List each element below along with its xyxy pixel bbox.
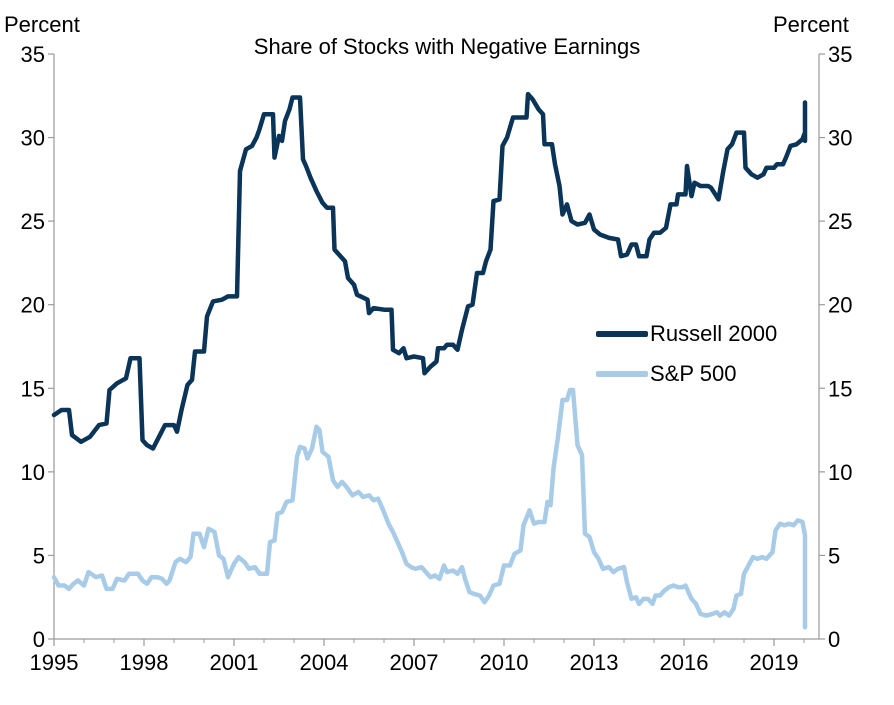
y-tick-label-right: 5	[828, 543, 840, 568]
y-tick-label-right: 20	[828, 293, 852, 318]
chart-axes	[53, 54, 820, 640]
y-tick-label-left: 15	[21, 376, 45, 401]
x-tick-label: 1995	[30, 650, 79, 675]
chart-legend: Russell 2000 S&P 500	[596, 321, 778, 402]
x-tick-label: 2013	[570, 650, 619, 675]
legend-item-sp-500: S&P 500	[596, 361, 777, 386]
x-tick-label: 2019	[750, 650, 799, 675]
legend-label-russell-2000: Russell 2000	[650, 321, 778, 346]
x-tick-label: 1998	[120, 650, 169, 675]
chart-title: Share of Stocks with Negative Earnings	[253, 34, 641, 59]
chart-ticks: 0 0 5 5 10 10 15 15 20 20 25 25 30 30 35 35 1995 1998 2001…	[21, 42, 853, 675]
y-tick-label-right: 10	[828, 460, 852, 485]
y-tick-label-right: 35	[828, 42, 852, 67]
legend-swatch-russell-2000	[596, 331, 648, 337]
x-tick-label: 2001	[210, 650, 259, 675]
y-tick-label-left: 30	[21, 126, 45, 151]
y-tick-label-left: 35	[21, 42, 45, 67]
x-tick-label: 2007	[390, 650, 439, 675]
y-axis-right-label: Percent	[773, 12, 849, 37]
y-tick-label-right: 15	[828, 376, 852, 401]
y-tick-label-left: 20	[21, 293, 45, 318]
series-line-russell-2000	[51, 91, 808, 451]
legend-item-russell-2000: Russell 2000	[596, 321, 778, 346]
y-tick-label-left: 0	[33, 627, 45, 652]
y-tick-label-right: 30	[828, 126, 852, 151]
y-tick-label-right: 25	[828, 209, 852, 234]
x-tick-label: 2010	[480, 650, 529, 675]
x-tick-label: 2016	[660, 650, 709, 675]
y-tick-label-left: 25	[21, 209, 45, 234]
y-tick-label-left: 5	[33, 543, 45, 568]
y-tick-label-left: 10	[21, 460, 45, 485]
y-axis-left-label: Percent	[4, 12, 80, 37]
x-tick-label: 2004	[300, 650, 349, 675]
y-tick-label-right: 0	[828, 627, 840, 652]
legend-swatch-sp-500	[596, 371, 648, 377]
series-line-s-p-500	[51, 387, 808, 630]
chart-series	[51, 91, 808, 630]
legend-label-sp-500: S&P 500	[650, 361, 737, 386]
